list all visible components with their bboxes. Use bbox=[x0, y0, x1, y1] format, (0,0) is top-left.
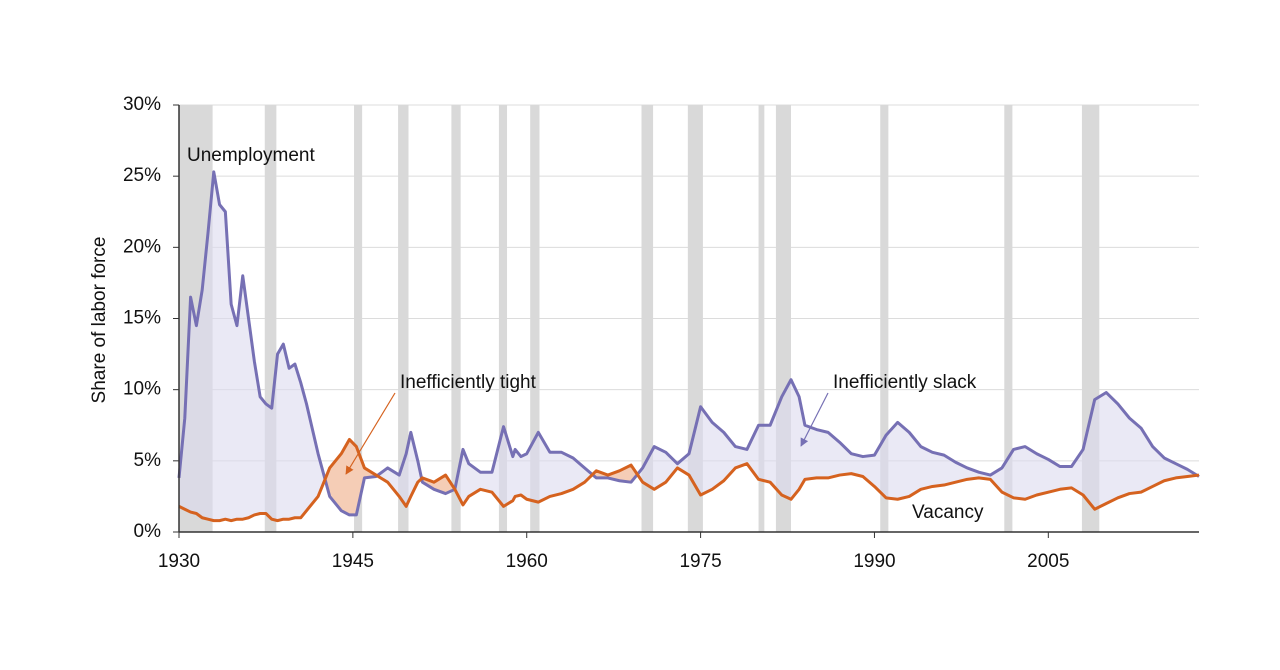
y-tick-label: 20% bbox=[123, 236, 161, 257]
x-tick-label: 1930 bbox=[158, 551, 200, 572]
recession-band bbox=[1004, 105, 1013, 532]
series-label: Unemployment bbox=[187, 145, 315, 166]
annotation: Inefficiently slack bbox=[833, 372, 977, 393]
y-tick-label: 30% bbox=[123, 94, 161, 115]
annotation-arrow bbox=[345, 392, 396, 475]
y-tick-label: 5% bbox=[134, 450, 162, 471]
recession-band bbox=[641, 105, 654, 532]
recession-band bbox=[880, 105, 889, 532]
recession-band bbox=[530, 105, 540, 532]
y-tick-label: 25% bbox=[123, 165, 161, 186]
recession-band bbox=[354, 105, 363, 532]
x-tick-label: 1960 bbox=[506, 551, 548, 572]
x-tick-label: 1990 bbox=[853, 551, 895, 572]
series-label: Vacancy bbox=[912, 502, 984, 523]
recession-band bbox=[451, 105, 461, 532]
annotation: Inefficiently tight bbox=[400, 372, 537, 393]
y-tick-label: 15% bbox=[123, 308, 161, 329]
series-line bbox=[178, 437, 1200, 523]
x-tick-label: 2005 bbox=[1027, 551, 1069, 572]
annotation-arrow bbox=[800, 392, 829, 447]
y-axis-label: Share of labor force bbox=[89, 237, 110, 404]
y-tick-label: 10% bbox=[123, 379, 161, 400]
recession-band bbox=[264, 105, 277, 532]
x-tick-label: 1975 bbox=[679, 551, 721, 572]
series-line bbox=[177, 170, 1200, 517]
recession-band bbox=[398, 105, 409, 532]
recession-band bbox=[758, 105, 765, 532]
y-tick-label: 0% bbox=[134, 521, 162, 542]
slack-area bbox=[179, 171, 1199, 521]
recession-band bbox=[498, 105, 508, 532]
x-tick-label: 1945 bbox=[332, 551, 374, 572]
